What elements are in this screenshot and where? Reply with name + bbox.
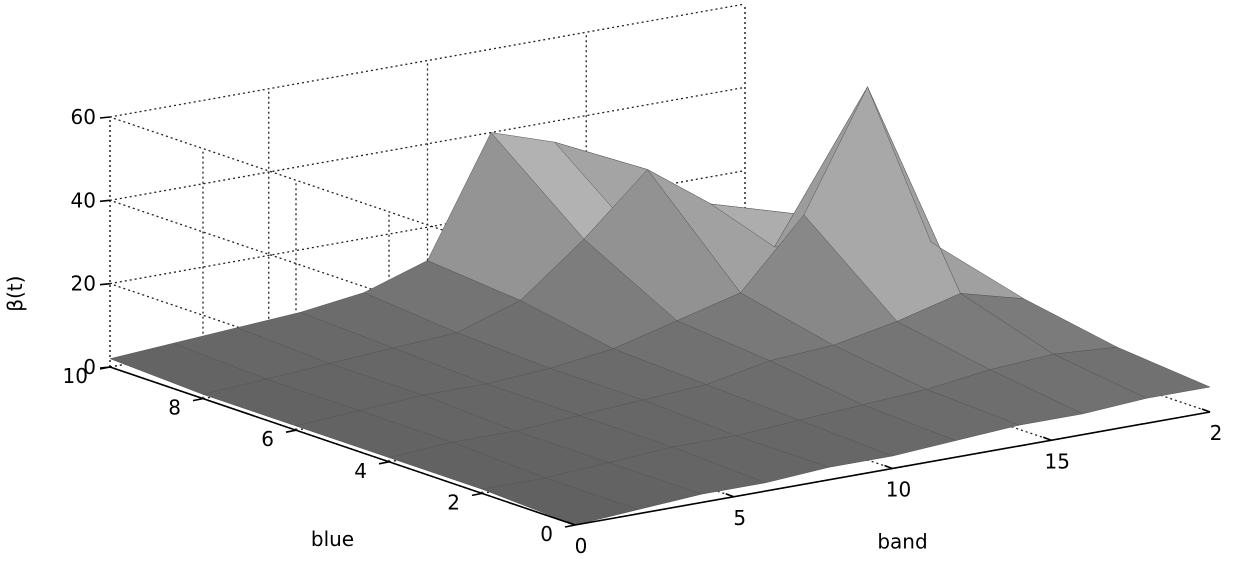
x-tick-mark-1 [725,493,735,498]
z-tick-mark-3 [99,116,111,119]
x-tick-label-2: 10 [886,478,911,502]
x-axis-label: band [877,530,927,554]
x-tick-mark-3 [1042,436,1052,441]
y-tick-mark-4 [192,397,204,402]
y-tick-mark-0 [564,524,576,528]
z-tick-mark-0 [99,366,111,369]
y-tick-mark-2 [378,461,390,465]
y-axis-line [109,366,576,526]
y-tick-label-4: 8 [168,396,181,420]
surface-layer [109,86,1211,526]
x-tick-label-3: 15 [1045,449,1070,473]
x-tick-label-1: 5 [733,506,746,530]
x-tick-label-4: 2 [1210,421,1223,445]
z-tick-label-1: 20 [71,272,96,296]
z-tick-label-0: 0 [83,355,96,379]
z-axis-label: β(t) [3,276,27,312]
z-tick-mark-1 [99,282,111,286]
y-axis-label: blue [311,527,354,551]
z-tick-label-3: 60 [71,105,96,129]
y-tick-label-5: 10 [63,364,88,388]
z-tick-label-2: 40 [71,188,96,212]
x-tick-label-0: 0 [575,534,588,558]
surface-patch-0-9 [1052,346,1211,399]
x-tick-mark-2 [884,464,893,470]
y-tick-label-2: 4 [354,459,367,483]
y-tick-mark-3 [285,429,297,433]
x-tick-mark-4 [1201,408,1211,413]
y-tick-label-0: 0 [540,522,553,546]
y-tick-label-1: 2 [447,490,460,514]
y-tick-mark-1 [471,492,483,497]
y-tick-label-3: 6 [261,427,274,451]
z-tick-mark-2 [99,199,111,203]
